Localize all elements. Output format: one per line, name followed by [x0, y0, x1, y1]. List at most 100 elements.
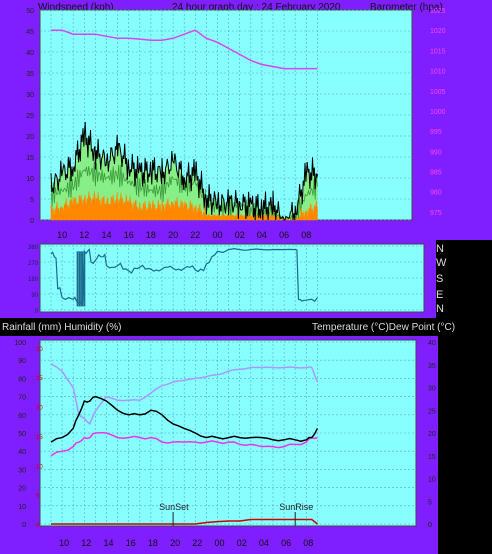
x-tick-label: 04: [257, 230, 267, 240]
wind-average-area: [50, 191, 318, 221]
x-tick-label: 04: [259, 538, 269, 548]
sunrise-label: SunRise: [279, 502, 313, 512]
x-tick-label: 22: [192, 538, 202, 548]
x-tick-label: 16: [126, 538, 136, 548]
wind-direction-line: [50, 247, 318, 304]
humidity-tick-label: 50: [18, 431, 26, 438]
lower-header-right: Temperature (°C)Dew Point (°C): [312, 322, 455, 333]
wind-tick-label: 10: [26, 176, 34, 183]
lower-header-left: Rainfall (mm) Humidity (%): [2, 322, 121, 333]
rain-tick-label: 30: [36, 347, 43, 353]
x-tick-label: 06: [281, 538, 291, 548]
temp-tick-label: 10: [428, 477, 436, 484]
temp-tick-label: 20: [428, 431, 436, 438]
sunset-label: SunSet: [159, 502, 189, 512]
direction-label: N: [436, 243, 444, 255]
dir-tick-label: 360: [28, 245, 39, 251]
wind-tick-label: 35: [26, 71, 34, 78]
direction-label: N: [436, 303, 444, 315]
temp-tick-label: 40: [428, 340, 436, 347]
baro-tick-label: 1020: [430, 28, 446, 35]
humidity-tick-label: 0: [22, 522, 26, 529]
rain-tick-label: 15: [36, 435, 43, 441]
x-tick-label: 08: [301, 230, 311, 240]
humidity-tick-label: 20: [18, 486, 26, 493]
baro-tick-label: 1025: [430, 8, 446, 15]
direction-label: W: [436, 257, 447, 269]
wind-tick-label: 40: [26, 50, 34, 57]
baro-tick-label: 1005: [430, 89, 446, 96]
wind-tick-label: 0: [30, 218, 34, 225]
temp-tick-label: 15: [428, 454, 436, 461]
temp-tick-label: 5: [428, 499, 432, 506]
baro-tick-label: 1000: [430, 109, 446, 116]
x-tick-label: 06: [279, 230, 289, 240]
x-tick-label: 00: [212, 230, 222, 240]
x-tick-label: 00: [214, 538, 224, 548]
baro-tick-label: 1015: [430, 48, 446, 55]
wind-gust-line: [50, 121, 318, 221]
x-tick-label: 20: [168, 230, 178, 240]
humidity-line: [50, 363, 319, 426]
rain-tick-label: 0: [36, 523, 40, 529]
baro-tick-label: 980: [430, 190, 442, 197]
wind-tick-label: 30: [26, 92, 34, 99]
wind-tick-label: 45: [26, 29, 34, 36]
x-tick-label: 02: [235, 230, 245, 240]
x-tick-label: 22: [190, 230, 200, 240]
wind-tick-label: 50: [26, 8, 34, 15]
rain-tick-label: 25: [36, 376, 43, 382]
wind-tick-label: 5: [30, 197, 34, 204]
x-tick-label: 02: [237, 538, 247, 548]
humidity-tick-label: 90: [18, 358, 26, 365]
baro-tick-label: 1010: [430, 69, 446, 76]
temp-tick-label: 35: [428, 363, 436, 370]
header-center: 24 hour graph day : 24 February 2020: [172, 2, 341, 13]
x-tick-label: 18: [146, 230, 156, 240]
humidity-tick-label: 30: [18, 467, 26, 474]
x-tick-label: 14: [101, 230, 111, 240]
x-tick-label: 20: [170, 538, 180, 548]
x-tick-label: 12: [81, 538, 91, 548]
wind-tick-label: 20: [26, 134, 34, 141]
direction-label: S: [436, 273, 443, 285]
x-tick-label: 08: [303, 538, 313, 548]
rain-tick-label: 5: [36, 494, 40, 500]
wind-tick-label: 15: [26, 155, 34, 162]
x-tick-label: 10: [57, 230, 67, 240]
temperature-line: [50, 395, 319, 443]
baro-tick-label: 995: [430, 129, 442, 136]
temp-tick-label: 30: [428, 386, 436, 393]
dir-tick-label: 180: [28, 277, 39, 283]
x-tick-label: 12: [79, 230, 89, 240]
x-tick-label: 18: [148, 538, 158, 548]
baro-tick-label: 990: [430, 149, 442, 156]
humidity-tick-label: 60: [18, 413, 26, 420]
x-tick-label: 14: [103, 538, 113, 548]
dir-tick-label: 270: [28, 261, 39, 267]
humidity-tick-label: 80: [18, 376, 26, 383]
humidity-tick-label: 100: [14, 340, 26, 347]
rainfall-line: [51, 518, 318, 525]
direction-label: E: [436, 289, 443, 301]
temp-tick-label: 0: [428, 522, 432, 529]
baro-tick-label: 975: [430, 210, 442, 217]
dir-tick-label: 0: [35, 309, 39, 315]
wind-tick-label: 25: [26, 113, 34, 120]
dewpoint-line: [50, 431, 318, 457]
rain-tick-label: 20: [36, 406, 43, 412]
humidity-tick-label: 10: [18, 504, 26, 511]
temp-tick-label: 25: [428, 408, 436, 415]
humidity-tick-label: 70: [18, 395, 26, 402]
humidity-tick-label: 40: [18, 449, 26, 456]
header-left: Windspeed (kph): [38, 2, 114, 13]
baro-tick-label: 985: [430, 170, 442, 177]
x-tick-label: 10: [59, 538, 69, 548]
dir-tick-label: 90: [31, 293, 38, 299]
header-right: Barometer (hpa): [370, 2, 443, 13]
rain-tick-label: 10: [36, 464, 43, 470]
barometer-line: [51, 29, 318, 70]
x-tick-label: 16: [124, 230, 134, 240]
